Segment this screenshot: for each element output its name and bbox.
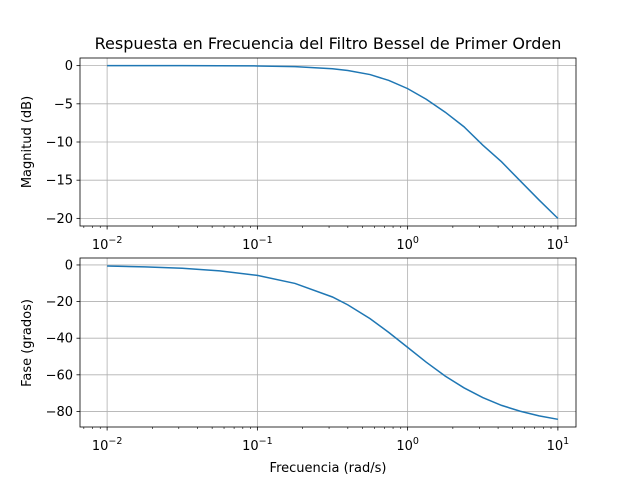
phase-y-tick-label: −40 xyxy=(46,332,73,347)
phase-panel: 10−2 10−1 100 101 0 −20 −40 −60 −80 xyxy=(46,257,577,454)
phase-axes-frame xyxy=(79,257,577,428)
magnitude-y-tick-label: −5 xyxy=(54,97,73,112)
magnitude-y-label: Magnitud (dB) xyxy=(20,96,35,188)
magnitude-x-tick-label: 100 xyxy=(396,235,419,253)
magnitude-panel: 10−2 10−1 100 101 0 −5 −10 −15 −20 xyxy=(46,57,577,253)
magnitude-y-tick-label: −20 xyxy=(46,212,73,227)
phase-x-label: Frecuencia (rad/s) xyxy=(270,461,387,476)
magnitude-x-tick-label: 10−1 xyxy=(242,235,273,253)
magnitude-y-tick-label: 0 xyxy=(65,59,73,74)
magnitude-x-tick-label: 10−2 xyxy=(92,235,123,253)
magnitude-axes-frame xyxy=(79,57,577,227)
phase-series-line xyxy=(107,265,559,421)
phase-y-tick-label: 0 xyxy=(65,258,73,273)
phase-x-tick-label: 10−2 xyxy=(92,436,123,454)
magnitude-x-tick-label: 101 xyxy=(547,235,570,253)
phase-x-tick-label: 10−1 xyxy=(242,436,273,454)
magnitude-series-line xyxy=(107,64,559,219)
magnitude-y-tick-label: −10 xyxy=(46,136,73,151)
phase-y-tick-label: −60 xyxy=(46,368,73,383)
phase-y-tick-label: −80 xyxy=(46,405,73,420)
magnitude-y-tick-label: −15 xyxy=(46,174,73,189)
phase-y-tick-label: −20 xyxy=(46,295,73,310)
chart-title: Respuesta en Frecuencia del Filtro Besse… xyxy=(95,34,562,53)
phase-y-label: Fase (grados) xyxy=(20,299,35,387)
phase-x-tick-label: 101 xyxy=(547,436,570,454)
phase-x-tick-label: 100 xyxy=(396,436,419,454)
